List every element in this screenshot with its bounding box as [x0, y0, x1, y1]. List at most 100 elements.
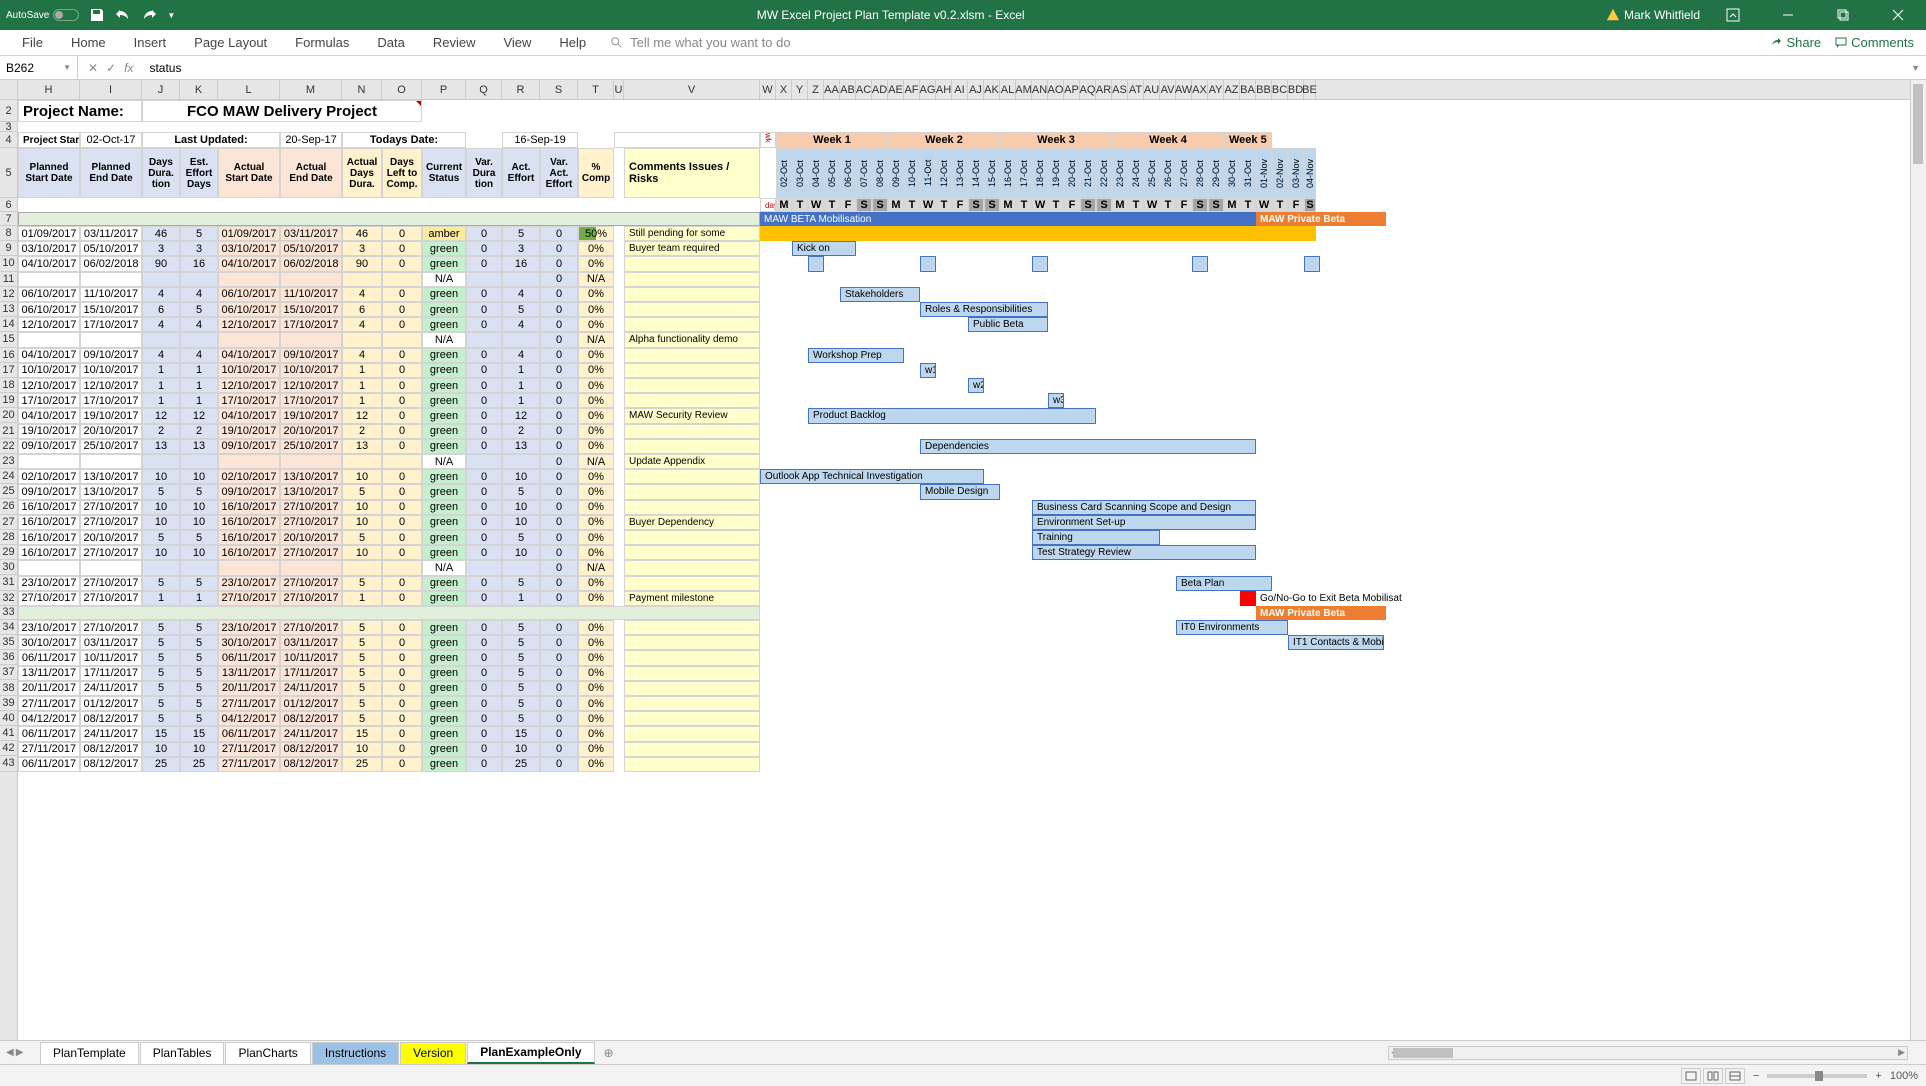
cell[interactable]: [466, 560, 502, 575]
cell[interactable]: 0%: [578, 711, 614, 726]
cell[interactable]: 10: [180, 469, 218, 484]
col-header-T[interactable]: T: [578, 80, 614, 99]
cell[interactable]: 25/10/2017: [280, 439, 342, 454]
cell[interactable]: 13: [142, 439, 180, 454]
cell[interactable]: 0%: [578, 302, 614, 317]
row-header-28[interactable]: 28: [0, 530, 17, 545]
cell[interactable]: 13/10/2017: [80, 484, 142, 499]
cell[interactable]: day: [760, 198, 776, 212]
sheet-tab-version[interactable]: Version: [400, 1042, 466, 1064]
cell[interactable]: 18-Oct: [1032, 148, 1048, 198]
cell[interactable]: 5: [502, 635, 540, 650]
cell[interactable]: 04/10/2017: [18, 408, 80, 423]
cell[interactable]: 07-Oct: [856, 148, 872, 198]
col-header-AJ[interactable]: AJ: [968, 80, 984, 99]
cell[interactable]: green: [422, 635, 466, 650]
cell[interactable]: 0: [466, 256, 502, 271]
redo-icon[interactable]: [141, 7, 157, 23]
cell[interactable]: 5: [502, 226, 540, 241]
cell[interactable]: 4: [502, 317, 540, 332]
cell[interactable]: 13: [502, 439, 540, 454]
cell[interactable]: 29-Oct: [1208, 148, 1224, 198]
cell[interactable]: 16-Oct: [1000, 148, 1016, 198]
sheet-tab-planexampleonly[interactable]: PlanExampleOnly: [467, 1042, 594, 1064]
cell[interactable]: 12/10/2017: [18, 378, 80, 393]
cell[interactable]: N/A: [578, 454, 614, 469]
cell[interactable]: 10: [142, 515, 180, 530]
maximize-button[interactable]: [1820, 0, 1865, 30]
cell[interactable]: 17/10/2017: [218, 393, 280, 408]
cell[interactable]: [342, 560, 382, 575]
cell[interactable]: 5: [142, 620, 180, 635]
tab-insert[interactable]: Insert: [120, 30, 181, 56]
cell[interactable]: 5: [142, 650, 180, 665]
cell[interactable]: 1: [142, 591, 180, 606]
col-header-BC[interactable]: BC: [1272, 80, 1288, 99]
cell[interactable]: 4: [142, 287, 180, 302]
cell[interactable]: 13/10/2017: [280, 469, 342, 484]
cell[interactable]: 0: [466, 620, 502, 635]
cell[interactable]: 06/10/2017: [218, 302, 280, 317]
col-header-U[interactable]: U: [614, 80, 624, 99]
cell[interactable]: [624, 484, 760, 499]
cell[interactable]: 0: [540, 500, 578, 515]
cell[interactable]: 0: [466, 348, 502, 363]
cell[interactable]: 0%: [578, 378, 614, 393]
cell[interactable]: 0: [466, 591, 502, 606]
cell[interactable]: F: [1176, 198, 1192, 212]
cell[interactable]: 0: [540, 681, 578, 696]
col-header-J[interactable]: J: [142, 80, 180, 99]
cell[interactable]: 0: [540, 272, 578, 287]
col-header-AC[interactable]: AC: [856, 80, 872, 99]
cell[interactable]: 16/10/2017: [18, 500, 80, 515]
col-header-AO[interactable]: AO: [1048, 80, 1064, 99]
cell[interactable]: 0: [540, 545, 578, 560]
cell[interactable]: 27/11/2017: [218, 696, 280, 711]
cell[interactable]: 0: [466, 635, 502, 650]
cell[interactable]: 0: [466, 287, 502, 302]
cell[interactable]: 08/12/2017: [280, 757, 342, 772]
cell[interactable]: 0: [382, 469, 422, 484]
cell[interactable]: 0%: [578, 742, 614, 757]
cell[interactable]: 0: [466, 742, 502, 757]
col-header-AI[interactable]: AI: [952, 80, 968, 99]
col-header-V[interactable]: V: [624, 80, 760, 99]
qat-dropdown[interactable]: ▼: [167, 11, 175, 20]
cell[interactable]: [180, 272, 218, 287]
cell[interactable]: green: [422, 317, 466, 332]
cell[interactable]: 0: [540, 560, 578, 575]
cell[interactable]: 16/10/2017: [18, 515, 80, 530]
cell[interactable]: 0%: [578, 681, 614, 696]
cell[interactable]: 5: [180, 302, 218, 317]
cell[interactable]: 12/10/2017: [218, 317, 280, 332]
tab-help[interactable]: Help: [545, 30, 600, 56]
cell[interactable]: M: [1000, 198, 1016, 212]
col-header-O[interactable]: O: [382, 80, 422, 99]
cell[interactable]: 08/12/2017: [280, 711, 342, 726]
cell[interactable]: 27/10/2017: [80, 500, 142, 515]
cell[interactable]: 5: [142, 711, 180, 726]
cell[interactable]: green: [422, 742, 466, 757]
cell[interactable]: 13/10/2017: [80, 469, 142, 484]
cell[interactable]: [624, 545, 760, 560]
cell[interactable]: 0: [540, 726, 578, 741]
cell[interactable]: 5: [342, 696, 382, 711]
cell[interactable]: 0: [382, 726, 422, 741]
cell[interactable]: T: [1240, 198, 1256, 212]
cell[interactable]: [624, 666, 760, 681]
col-header-N[interactable]: N: [342, 80, 382, 99]
cell[interactable]: 05/10/2017: [80, 241, 142, 256]
cell[interactable]: green: [422, 348, 466, 363]
cell[interactable]: [80, 454, 142, 469]
cell[interactable]: 03/10/2017: [18, 241, 80, 256]
cell[interactable]: 01/09/2017: [18, 226, 80, 241]
cell[interactable]: N/A: [578, 332, 614, 347]
cell[interactable]: 27/10/2017: [280, 515, 342, 530]
cell[interactable]: 2: [342, 424, 382, 439]
cell[interactable]: 01/12/2017: [80, 696, 142, 711]
cell[interactable]: 27/11/2017: [218, 757, 280, 772]
cell[interactable]: 25: [180, 757, 218, 772]
row-header-16[interactable]: 16: [0, 348, 17, 363]
cell[interactable]: [142, 332, 180, 347]
zoom-level[interactable]: 100%: [1890, 1070, 1918, 1082]
